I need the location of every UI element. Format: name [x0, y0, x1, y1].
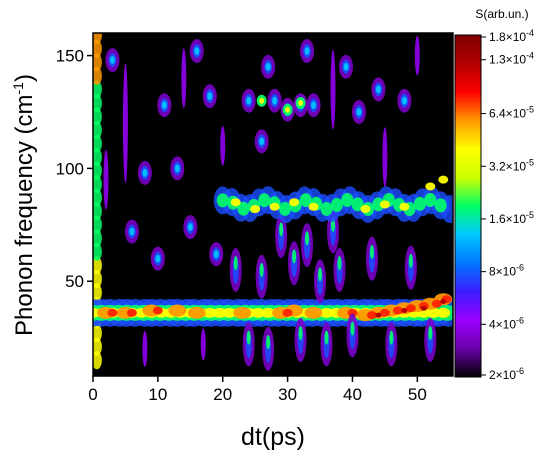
y-axis-title: Phonon frequency (cm-1)	[10, 74, 38, 336]
colorbar-tick-label: 1.8×10-4	[489, 28, 534, 44]
y-tick-label: 150	[56, 47, 84, 66]
colorbar	[454, 34, 482, 378]
y-tick-label: 100	[56, 159, 84, 178]
colorbar-tick-label: 6.4×10-5	[489, 105, 534, 121]
colorbar-tick-label: 3.2×10-5	[489, 157, 534, 173]
colorbar-tick-label: 8×10-6	[489, 263, 524, 279]
heatmap-intensity	[93, 33, 453, 371]
plot-frame	[92, 32, 454, 377]
x-axis-title: dt(ps)	[241, 423, 305, 451]
colorbar-ticks: 2×10-6 4×10-6 8×10-6 1.6×10-5 3.2×10-5 6.4×10…	[481, 28, 534, 382]
colorbar-tick-label: 1.6×10-5	[489, 210, 534, 226]
x-tick-label: 20	[213, 385, 232, 404]
colorbar-tick-label: 4×10-6	[489, 315, 524, 331]
x-tick-label: 40	[343, 385, 362, 404]
x-tick-label: 0	[88, 385, 97, 404]
y-axis-ticks: 50 100 150	[56, 47, 93, 291]
colorbar-tick-label: 2×10-6	[489, 366, 524, 382]
x-tick-label: 30	[278, 385, 297, 404]
colorbar-title: S(arb.un.)	[475, 7, 528, 21]
x-tick-label: 10	[148, 385, 167, 404]
colorbar-tick-label: 1.3×10-4	[489, 51, 534, 67]
y-tick-label: 50	[65, 272, 84, 291]
x-axis-ticks: 0 10 20 30 40 50	[88, 376, 427, 404]
x-tick-label: 50	[408, 385, 427, 404]
